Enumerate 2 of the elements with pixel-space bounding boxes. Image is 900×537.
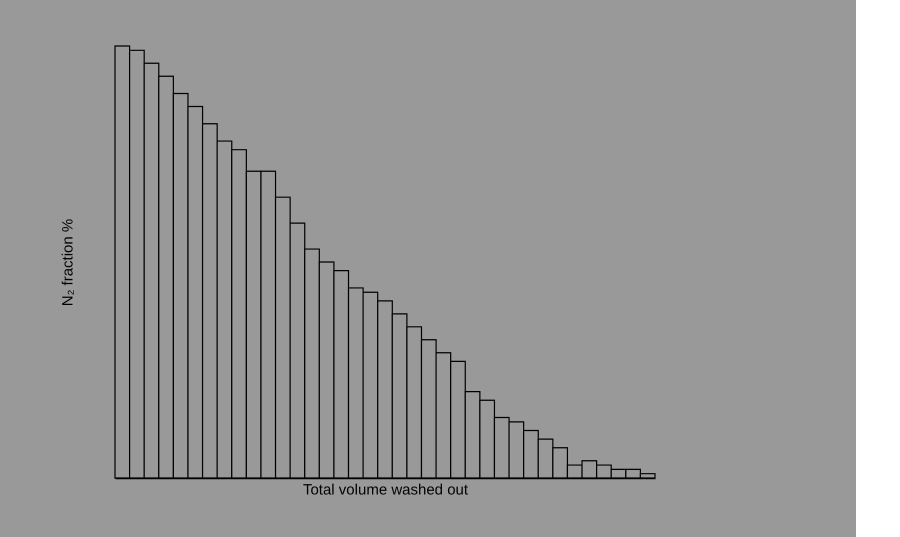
x-axis-title: Total volume washed out	[302, 482, 469, 498]
y-axis-title: N₂ fraction %	[60, 218, 76, 306]
